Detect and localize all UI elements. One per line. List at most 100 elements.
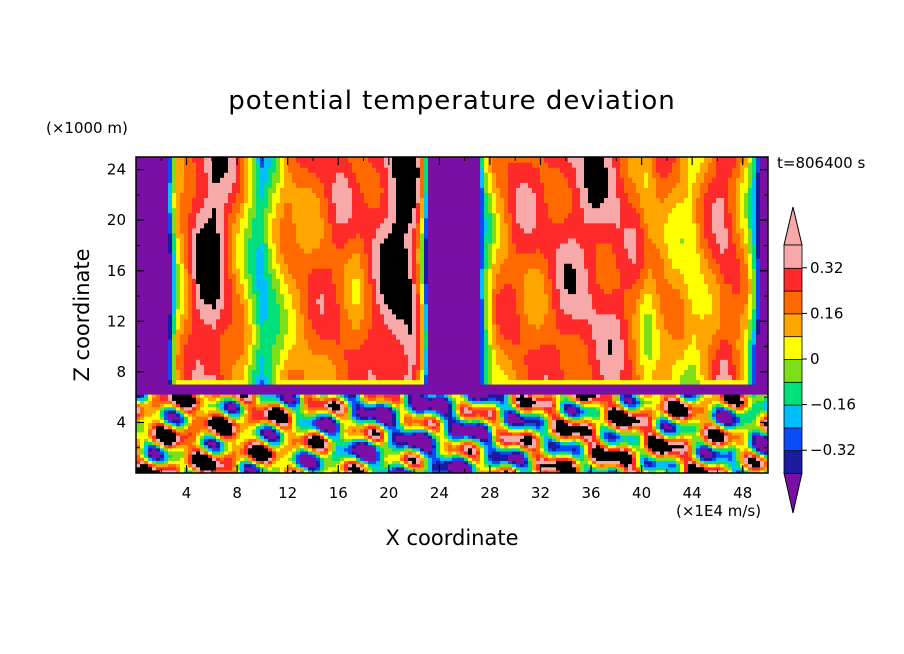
contour-cell [200,298,205,305]
contour-cell [344,268,349,274]
contour-cell [284,192,289,199]
contour-cell [460,359,465,365]
contour-cell [260,202,265,209]
contour-cell [576,207,581,214]
contour-cell [148,263,153,269]
contour-cell [348,328,353,335]
contour-cell [304,318,309,325]
contour-cell [392,177,397,183]
contour-cell [328,242,333,249]
contour-cell [528,182,533,188]
contour-cell [460,157,465,163]
contour-cell [244,273,249,279]
contour-cell [428,354,433,360]
contour-cell [424,237,429,244]
contour-cell [556,268,561,274]
contour-cell [316,318,321,325]
contour-cell [424,263,429,269]
contour-cell [472,293,477,300]
contour-cell [472,328,477,335]
contour-cell [440,298,445,305]
contour-cell [156,344,161,350]
contour-cell [164,187,169,193]
contour-cell [420,303,425,310]
contour-cell [288,192,293,199]
contour-cell [512,278,517,284]
contour-cell [240,333,245,340]
contour-cell [352,364,357,370]
contour-cell [568,349,573,355]
contour-cell [152,278,157,284]
contour-cell [276,379,281,386]
contour-cell [340,232,345,239]
contour-cell [340,354,345,360]
contour-cell [336,248,341,254]
contour-cell [284,263,289,269]
contour-cell [436,308,441,315]
contour-cell [216,253,221,259]
contour-cell [312,323,317,330]
contour-cell [408,258,413,264]
contour-cell [456,278,461,284]
contour-cell [320,177,325,183]
contour-cell [492,253,497,259]
contour-cell [156,328,161,335]
contour-cell [328,237,333,244]
contour-cell [400,349,405,355]
contour-cell [460,187,465,193]
contour-cell [436,182,441,188]
contour-cell [304,232,309,239]
contour-cell [228,349,233,355]
contour-cell [572,232,577,239]
contour-cell [196,207,201,214]
contour-cell [156,278,161,284]
contour-cell [208,333,213,340]
contour-cell [472,288,477,295]
contour-cell [396,283,401,290]
contour-cell [540,369,545,376]
contour-cell [396,328,401,335]
contour-cell [304,308,309,315]
contour-cell [192,313,197,320]
contour-cell [140,374,145,381]
contour-cell [544,177,549,183]
contour-cell [396,369,401,376]
contour-cell [520,232,525,239]
contour-cell [436,349,441,355]
contour-cell [168,303,173,310]
contour-cell [560,222,565,229]
contour-cell [336,374,341,381]
contour-cell [544,248,549,254]
contour-cell [280,217,285,224]
contour-cell [248,308,253,315]
contour-cell [344,197,349,204]
contour-cell [420,359,425,365]
contour-cell [368,283,373,290]
contour-cell [372,293,377,300]
contour-cell [208,162,213,168]
contour-cell [524,379,529,386]
contour-cell [232,318,237,325]
contour-cell [192,283,197,290]
contour-cell [340,182,345,188]
contour-cell [276,339,281,345]
contour-cell [516,328,521,335]
contour-cell [224,237,229,244]
contour-cell [356,192,361,199]
contour-cell [308,288,313,295]
contour-cell [408,333,413,340]
contour-cell [280,172,285,178]
contour-cell [564,333,569,340]
contour-cell [296,167,301,173]
contour-cell [536,237,541,244]
contour-cell [376,182,381,188]
contour-cell [552,197,557,204]
contour-cell [424,339,429,345]
contour-cell [228,263,233,269]
contour-cell [536,217,541,224]
contour-cell [468,237,473,244]
contour-cell [308,212,313,219]
contour-cell [368,222,373,229]
contour-cell [524,182,529,188]
contour-cell [388,303,393,310]
